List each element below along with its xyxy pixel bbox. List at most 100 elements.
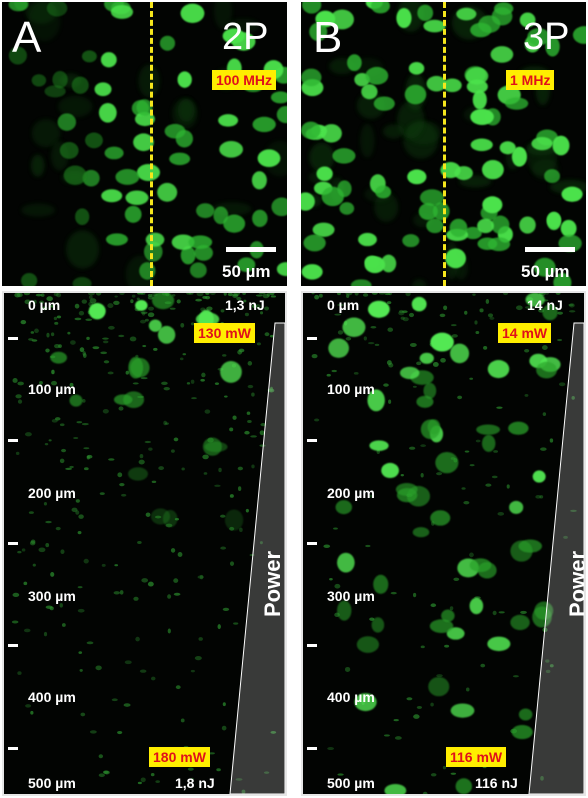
cell-blob xyxy=(17,381,24,386)
cell-blob xyxy=(402,234,420,248)
cell-blob xyxy=(346,294,350,298)
cell-blob xyxy=(194,656,202,661)
cell-blob xyxy=(148,319,162,332)
cell-blob xyxy=(367,300,390,318)
cell-blob xyxy=(476,424,501,435)
cell-blob xyxy=(449,606,454,611)
energy-top-b: 14 nJ xyxy=(527,297,563,313)
cell-blob xyxy=(39,380,43,385)
cell-blob xyxy=(560,219,577,237)
cell-blob xyxy=(50,305,55,308)
cell-blob xyxy=(337,293,341,296)
cell-blob xyxy=(323,544,331,549)
cell-blob xyxy=(113,394,133,405)
cell-blob xyxy=(243,299,247,303)
cell-blob xyxy=(150,773,155,777)
cell-blob xyxy=(82,169,100,187)
cell-blob xyxy=(330,9,354,30)
cell-blob xyxy=(30,710,34,715)
cell-blob xyxy=(301,121,321,140)
cell-blob xyxy=(24,432,32,437)
cell-blob xyxy=(63,165,87,186)
cell-blob xyxy=(83,467,89,471)
cell-blob xyxy=(138,459,145,465)
cell-blob xyxy=(73,436,79,439)
cell-blob xyxy=(363,336,367,341)
cell-blob xyxy=(157,182,178,202)
cell-blob xyxy=(139,262,156,280)
cell-blob xyxy=(144,318,149,322)
cell-blob xyxy=(362,293,369,297)
cell-blob xyxy=(53,316,58,321)
cell-blob xyxy=(419,352,434,364)
cell-blob xyxy=(214,484,221,487)
cell-blob xyxy=(252,209,268,227)
cell-blob xyxy=(77,586,83,589)
cell-blob xyxy=(98,102,117,123)
rep-rate-tag-b: 1 MHz xyxy=(506,70,555,90)
panel-letter-a: A xyxy=(12,13,42,62)
cell-blob xyxy=(370,325,377,329)
cell-blob xyxy=(457,395,463,400)
cell-blob xyxy=(110,4,134,19)
cell-blob xyxy=(412,385,417,388)
cell-blob xyxy=(244,430,250,435)
cell-blob xyxy=(80,712,86,717)
cell-blob xyxy=(247,384,254,389)
cell-blob xyxy=(302,2,322,14)
depth-tick xyxy=(8,542,18,545)
cell-blob xyxy=(35,293,42,297)
cell-blob xyxy=(252,304,257,309)
cell-blob xyxy=(113,300,120,306)
cell-blob xyxy=(420,444,427,448)
cell-blob xyxy=(195,298,202,302)
cell-blob xyxy=(186,382,191,385)
cell-blob xyxy=(17,550,22,554)
cell-blob xyxy=(440,357,446,363)
cell-blob xyxy=(59,423,65,427)
neurons-3p-image xyxy=(301,2,586,286)
cell-blob xyxy=(124,660,132,665)
cell-blob xyxy=(373,96,395,111)
cell-blob xyxy=(51,369,55,375)
cell-blob xyxy=(236,296,242,301)
cell-blob xyxy=(263,771,270,774)
cell-blob xyxy=(356,636,379,653)
cell-blob xyxy=(179,357,184,361)
cell-blob xyxy=(409,446,416,450)
cell-blob xyxy=(337,552,355,573)
cell-blob xyxy=(542,304,558,321)
cell-blob xyxy=(151,480,157,483)
cell-blob xyxy=(237,486,242,491)
cell-blob xyxy=(375,185,392,199)
cell-blob xyxy=(89,298,97,304)
cell-blob xyxy=(353,372,359,375)
cell-blob xyxy=(264,306,270,311)
cell-blob xyxy=(239,527,243,533)
depth-label-0-b: 0 µm xyxy=(327,297,360,313)
depth-label-200-a: 200 µm xyxy=(28,485,76,501)
cell-blob xyxy=(259,430,265,436)
cell-blob xyxy=(135,300,148,311)
cell-blob xyxy=(54,321,59,325)
cell-blob xyxy=(481,434,496,452)
cell-blob xyxy=(311,293,315,295)
cell-blob xyxy=(65,467,73,470)
cell-blob xyxy=(136,163,161,182)
cell-blob xyxy=(396,8,412,29)
cell-blob xyxy=(155,780,160,783)
cell-blob xyxy=(114,564,119,567)
cell-blob xyxy=(29,540,36,546)
cell-blob xyxy=(370,2,390,14)
cell-blob xyxy=(195,312,220,327)
cell-blob xyxy=(490,46,514,63)
cell-blob xyxy=(125,190,149,206)
cell-blob xyxy=(23,581,28,586)
cell-blob xyxy=(270,730,277,734)
cell-blob xyxy=(255,304,261,309)
depth-tick xyxy=(307,337,317,340)
cell-blob xyxy=(469,552,474,558)
cell-blob xyxy=(222,28,245,44)
cell-blob xyxy=(270,91,287,104)
cell-blob xyxy=(540,776,544,781)
